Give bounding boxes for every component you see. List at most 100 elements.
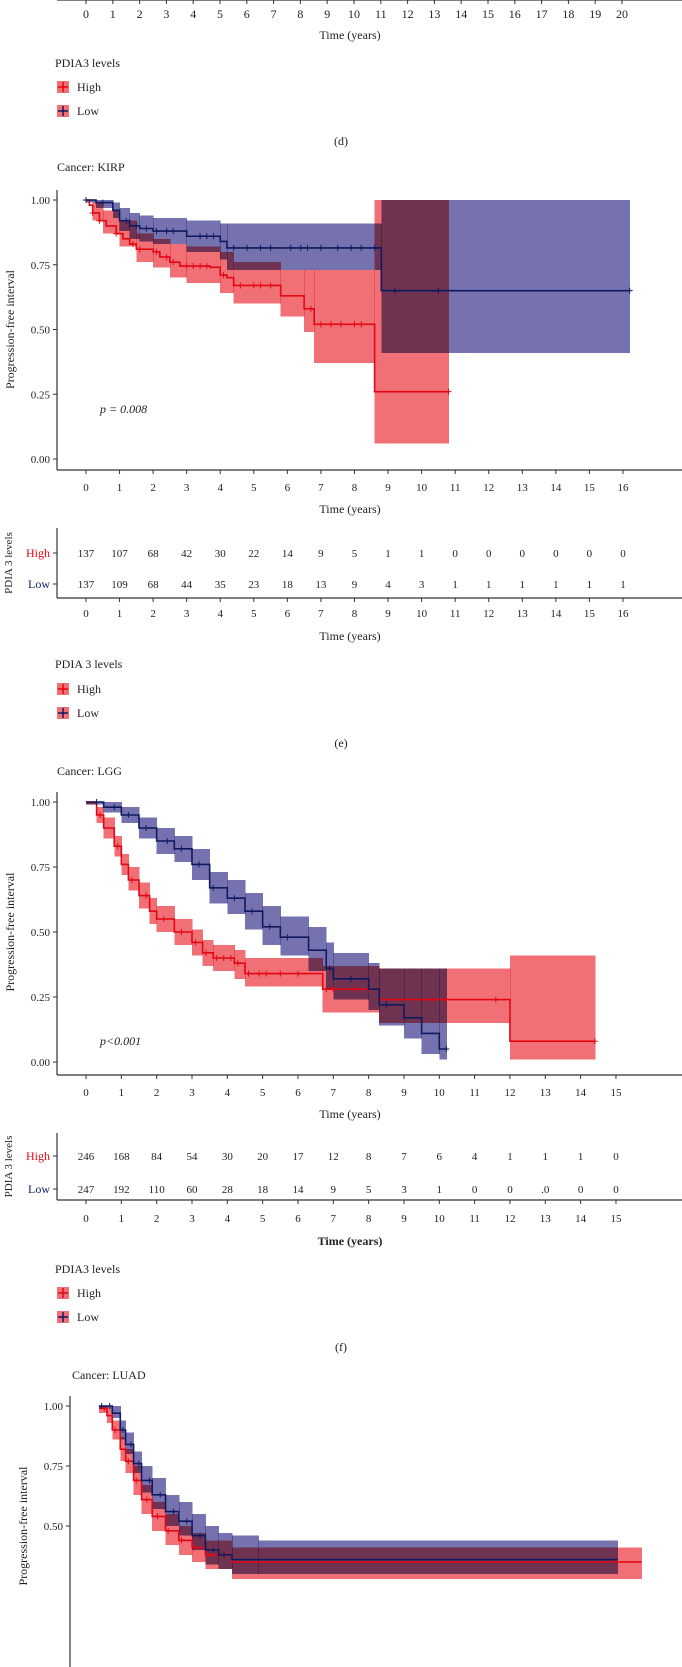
censor-mark-high (96, 217, 103, 224)
at-risk-count: 0 (520, 548, 526, 560)
censor-mark-high (294, 970, 301, 977)
x-tick-label: 11 (469, 1087, 480, 1099)
ci-band-low (308, 926, 327, 971)
at-risk-count: 42 (181, 548, 192, 560)
x-tick-label: 12 (483, 482, 494, 494)
censor-mark-low (210, 1547, 217, 1553)
panel-caption: (d) (334, 134, 348, 148)
x-tick-label: 14 (575, 1087, 587, 1099)
panel-caption: (e) (334, 736, 347, 750)
x-tick-label: 3 (184, 482, 190, 494)
x-tick-label: 13 (517, 608, 529, 620)
x-tick-label: 12 (504, 1087, 515, 1099)
censor-mark-high (257, 282, 264, 289)
at-risk-count: 110 (149, 1184, 166, 1196)
ci-band-low (403, 968, 423, 1039)
x-tick-label: 9 (385, 608, 391, 620)
legend-title: PDIA3 levels (55, 56, 120, 70)
at-risk-count: 1 (553, 579, 559, 591)
chart-title: Cancer: LGG (57, 764, 122, 778)
at-risk-count: 18 (257, 1184, 269, 1196)
censor-mark-low (435, 287, 442, 294)
ci-band-low (119, 207, 131, 232)
censor-mark-high (234, 960, 241, 967)
ci-band-high (234, 950, 246, 979)
at-risk-count: 68 (148, 579, 160, 591)
censor-mark-high (133, 1477, 140, 1484)
y-tick-label: 0.50 (31, 927, 51, 939)
censor-mark-low (210, 884, 217, 891)
x-tick-label: 1 (117, 482, 123, 494)
x-tick-label: 15 (610, 1213, 622, 1225)
at-risk-count: 17 (292, 1151, 304, 1163)
legend-line-icon (58, 684, 68, 694)
at-risk-count: 9 (318, 548, 324, 560)
censor-mark-low (170, 1508, 177, 1515)
p-value-annotation: p = 0.008 (99, 402, 147, 416)
x-tick-label: 15 (610, 1087, 622, 1099)
censor-mark-high (330, 986, 337, 993)
x-tick-label: 14 (550, 608, 562, 620)
x-tick-label: 5 (260, 1213, 266, 1225)
censor-mark-high (237, 282, 244, 289)
censor-mark-low (127, 1441, 134, 1448)
x-tick-label: 8 (366, 1213, 372, 1225)
censor-mark-high (143, 1496, 150, 1503)
ci-band-low (368, 963, 380, 1010)
x-tick-label: 16 (617, 608, 629, 620)
risk-row-label-low: Low (28, 1182, 50, 1196)
censor-mark-low (231, 895, 238, 902)
at-risk-count: 5 (366, 1184, 372, 1196)
at-risk-count: 68 (148, 548, 160, 560)
at-risk-count: 1 (578, 1151, 584, 1163)
at-risk-count: 84 (151, 1151, 163, 1163)
legend-line-icon (58, 106, 68, 116)
ci-band-low (205, 1526, 220, 1565)
x-tick-label: 4 (190, 7, 196, 21)
censor-mark-high (128, 877, 135, 883)
at-risk-count: 1 (543, 1151, 549, 1163)
x-tick-label: 12 (402, 7, 414, 21)
legend-line-icon (58, 708, 68, 718)
x-tick-label: 7 (318, 482, 324, 494)
ci-band-low (258, 1540, 619, 1574)
censor-mark-low (125, 812, 132, 818)
x-tick-label: 16 (509, 7, 521, 21)
x-tick-label: 3 (184, 608, 190, 620)
x-tick-label: 15 (482, 7, 494, 21)
x-tick-label: 6 (285, 482, 291, 494)
censor-mark-low (123, 217, 130, 224)
at-risk-count: 137 (78, 548, 95, 560)
at-risk-count: 4 (472, 1151, 478, 1163)
censor-mark-high (245, 970, 252, 977)
at-risk-count: 1 (507, 1151, 513, 1163)
x-tick-label: 0 (83, 1087, 89, 1099)
censor-mark-low (443, 1046, 450, 1052)
chart-title: Cancer: LUAD (72, 1368, 146, 1382)
ci-band-high (153, 238, 171, 268)
x-tick-label: 8 (297, 7, 303, 21)
x-tick-label: 15 (584, 608, 596, 620)
at-risk-count: 60 (186, 1184, 198, 1196)
censor-mark-high (323, 986, 330, 993)
x-tick-label: 13 (540, 1087, 552, 1099)
y-tick-label: 0.25 (31, 389, 51, 401)
x-tick-label: 10 (434, 1213, 446, 1225)
censor-mark-low (221, 1551, 228, 1558)
ci-band-low (379, 968, 405, 1026)
x-tick-label: 2 (154, 1087, 160, 1099)
x-tick-label: 11 (469, 1213, 480, 1225)
censor-mark-low (347, 975, 354, 982)
legend-line-icon (58, 82, 68, 92)
y-tick-label: 1.00 (31, 195, 51, 207)
x-tick-label: 7 (318, 608, 324, 620)
censor-mark-high (178, 929, 185, 935)
censor-mark-low (157, 1491, 164, 1498)
y-tick-label: 0.75 (44, 1461, 64, 1473)
ci-band-low (86, 802, 105, 805)
censor-mark-high (111, 1427, 118, 1433)
censor-mark-high (227, 955, 234, 961)
at-risk-count: 1 (486, 579, 492, 591)
at-risk-count: 9 (331, 1184, 337, 1196)
x-tick-label: 8 (352, 482, 358, 494)
